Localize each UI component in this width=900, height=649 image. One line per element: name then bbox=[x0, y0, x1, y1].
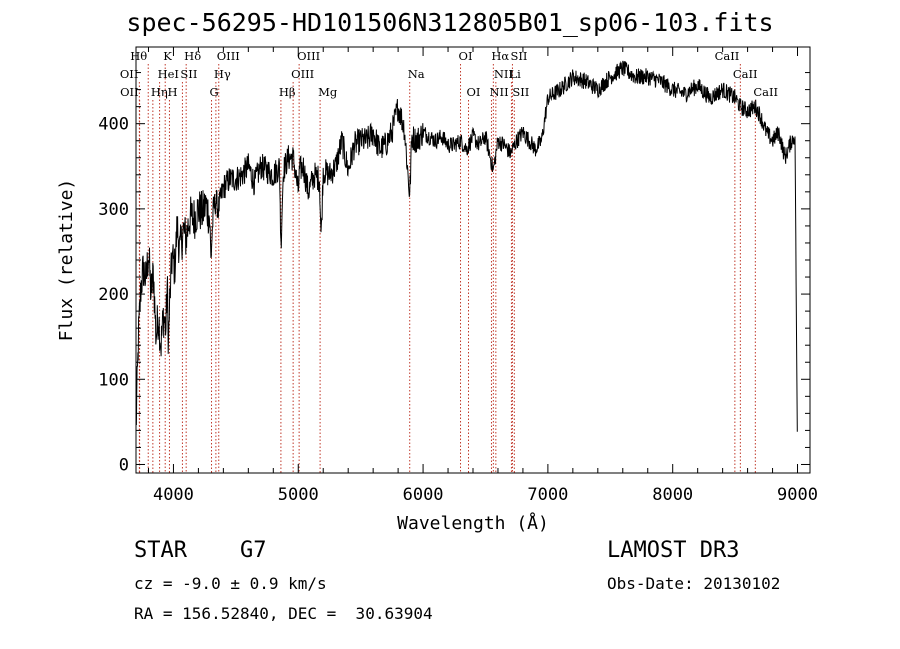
y-tick-label: 200 bbox=[98, 285, 129, 305]
line-label: Hβ bbox=[279, 85, 296, 99]
line-label: NII bbox=[494, 67, 513, 81]
y-tick-label: 300 bbox=[98, 200, 129, 220]
x-axis-label: Wavelength (Å) bbox=[397, 512, 549, 534]
line-label: H bbox=[167, 85, 177, 99]
line-label: OII bbox=[120, 85, 139, 99]
line-label: OI bbox=[459, 49, 473, 63]
x-tick-label: 8000 bbox=[652, 485, 693, 505]
line-label: G bbox=[210, 85, 219, 99]
line-label: Hδ bbox=[184, 49, 201, 63]
x-tick-label: 4000 bbox=[153, 485, 194, 505]
line-label: Hα bbox=[491, 49, 509, 63]
chart-title: spec-56295-HD101506N312805B01_sp06-103.f… bbox=[126, 8, 774, 37]
redshift-cz: cz = -9.0 ± 0.9 km/s bbox=[134, 574, 327, 593]
line-label: HeI bbox=[158, 67, 179, 81]
y-axis-label: Flux (relative) bbox=[56, 179, 77, 342]
line-label: CaII bbox=[733, 67, 758, 81]
line-label: NII bbox=[489, 85, 508, 99]
object-class: STAR G7 bbox=[134, 538, 267, 563]
line-label: Na bbox=[408, 67, 425, 81]
line-label: Hθ bbox=[130, 49, 147, 63]
line-label: OII bbox=[120, 67, 139, 81]
line-label: SII bbox=[510, 49, 527, 63]
line-label: OIII bbox=[297, 49, 320, 63]
line-label: SII bbox=[180, 67, 197, 81]
x-tick-label: 5000 bbox=[278, 485, 319, 505]
spectrum-line bbox=[135, 60, 798, 432]
x-tick-label: 7000 bbox=[527, 485, 568, 505]
line-label: Li bbox=[509, 67, 521, 81]
line-label: Hη bbox=[151, 85, 168, 99]
x-tick-label: 9000 bbox=[777, 485, 818, 505]
line-label: CaII bbox=[753, 85, 778, 99]
y-tick-label: 400 bbox=[98, 115, 129, 135]
line-label: K bbox=[163, 49, 172, 63]
obs-date: Obs-Date: 20130102 bbox=[607, 574, 781, 593]
line-label: CaII bbox=[715, 49, 740, 63]
survey-name: LAMOST DR3 bbox=[607, 538, 740, 563]
line-label: OIII bbox=[217, 49, 240, 63]
plot-frame bbox=[135, 46, 811, 474]
line-label: Mg bbox=[318, 85, 338, 99]
y-tick-label: 100 bbox=[98, 370, 129, 390]
line-label: OI bbox=[467, 85, 481, 99]
y-tick-label: 0 bbox=[119, 455, 129, 475]
axis-ticks: 4000 5000 6000 7000 8000 9000 0 100 200 300 400 bbox=[98, 47, 818, 505]
ra-dec: RA = 156.52840, DEC = 30.63904 bbox=[134, 604, 433, 623]
line-label: OIII bbox=[291, 67, 314, 81]
line-label: SII bbox=[512, 85, 529, 99]
x-tick-label: 6000 bbox=[403, 485, 444, 505]
line-label: Hγ bbox=[214, 67, 231, 81]
